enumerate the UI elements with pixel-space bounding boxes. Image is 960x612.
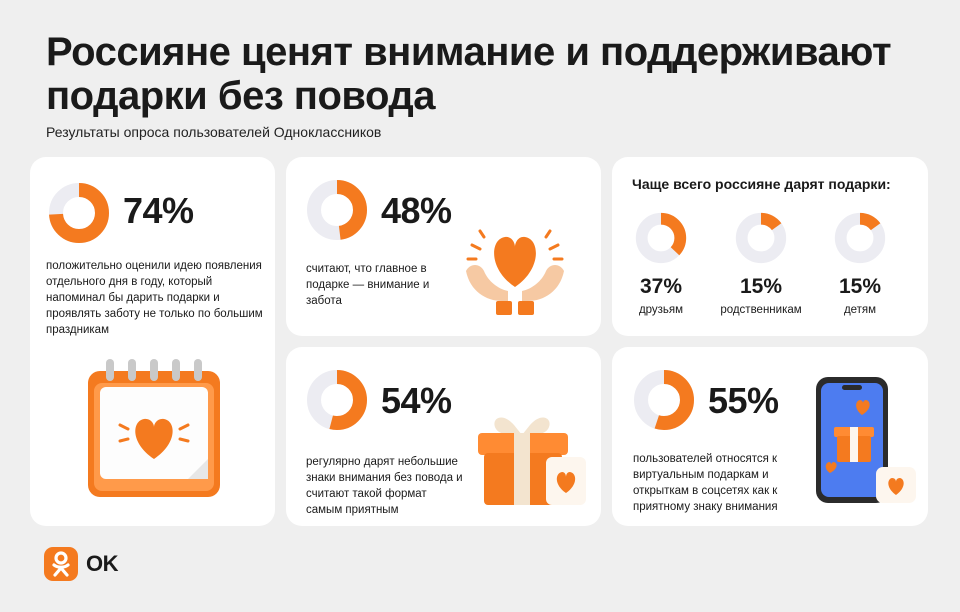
donut-chart-54 [307, 370, 367, 430]
hands-heart-icon [466, 229, 564, 315]
description-74: положительно оценили идею появления отде… [46, 260, 263, 336]
percent-55: 55% [708, 380, 779, 421]
description-48: считают, что главное в подарке — внимани… [306, 263, 430, 307]
stat-card-74: 74% положительно оценили идею появления … [30, 157, 275, 526]
donut-value-arc [49, 183, 109, 243]
donut-chart-55 [634, 370, 694, 430]
donut-chart-74 [49, 183, 109, 243]
percent-54: 54% [381, 380, 452, 421]
percent-74: 74% [123, 190, 194, 231]
percent-children: 15% [838, 275, 882, 298]
donut-value-arc [307, 180, 367, 240]
label-relatives: родственникам [720, 304, 802, 316]
page-subtitle: Результаты опроса пользователей Одноклас… [46, 124, 382, 140]
page-title: Россияне ценят внимание и поддерживают п… [46, 30, 892, 118]
stat-card-55: 55% пользователей относятся к виртуальны… [612, 347, 928, 526]
stat-card-54: 54% регулярно дарят небольшие знаки вним… [286, 347, 601, 526]
recipients-title: Чаще всего россияне дарят подарки: [632, 176, 891, 192]
donut-value-arc [834, 212, 886, 264]
donut-chart-children [834, 212, 886, 264]
donut-value-arc [735, 212, 787, 264]
percent-relatives: 15% [739, 275, 783, 298]
recipients-card: Чаще всего россияне дарят подарки: 37% 1… [612, 157, 928, 336]
ok-logo-icon [44, 547, 78, 581]
donut-chart-48 [307, 180, 367, 240]
donut-chart-friends [635, 212, 687, 264]
percent-48: 48% [381, 190, 452, 231]
stat-card-48: 48% считают, что главное в подарке — вни… [286, 157, 601, 336]
description-55: пользователей относятся к виртуальным по… [633, 453, 778, 513]
donut-value-arc [307, 370, 367, 430]
gift-box-icon [478, 417, 586, 505]
ok-logo: OK [44, 547, 119, 581]
calendar-heart-icon [88, 359, 220, 497]
donut-value-arc [634, 370, 694, 430]
label-friends: друзьям [638, 304, 684, 316]
brand-name: OK [86, 551, 119, 576]
donut-chart-relatives [735, 212, 787, 264]
description-54: регулярно дарят небольшие знаки внимания… [306, 456, 463, 516]
donut-value-arc [635, 212, 687, 264]
phone-gift-icon [816, 377, 916, 503]
label-children: детям [843, 304, 877, 316]
percent-friends: 37% [639, 275, 683, 298]
